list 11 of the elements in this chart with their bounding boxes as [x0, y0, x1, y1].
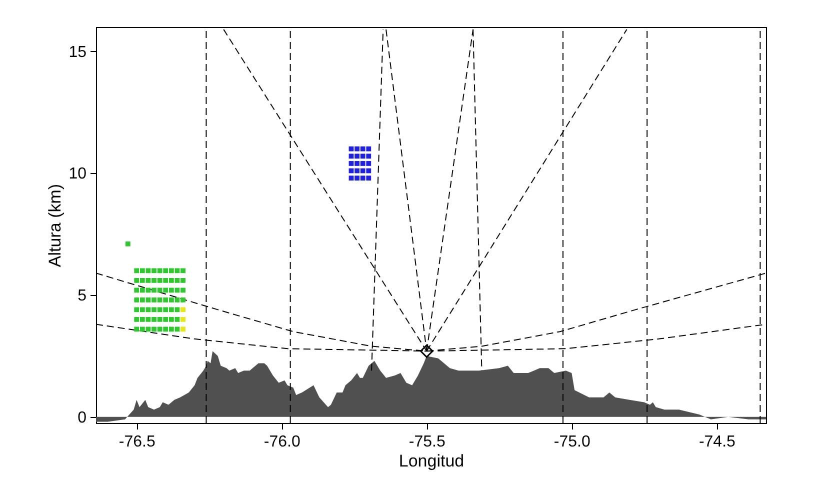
y-axis-title: Altura (km) — [46, 184, 65, 268]
y-tick-label: 10 — [68, 166, 87, 183]
y-tick-label: 5 — [78, 288, 87, 305]
y-tick-label: 15 — [68, 44, 87, 61]
x-tick-label: -75.0 — [554, 434, 591, 450]
x-tick-label: -76.0 — [264, 434, 300, 450]
x-tick-label: -74.5 — [698, 434, 736, 450]
y-tick-label: 0 — [78, 409, 87, 426]
x-tick-label: -76.5 — [118, 434, 156, 450]
x-axis-title: Longitud — [398, 452, 464, 470]
x-tick-label: -75.5 — [408, 434, 446, 450]
